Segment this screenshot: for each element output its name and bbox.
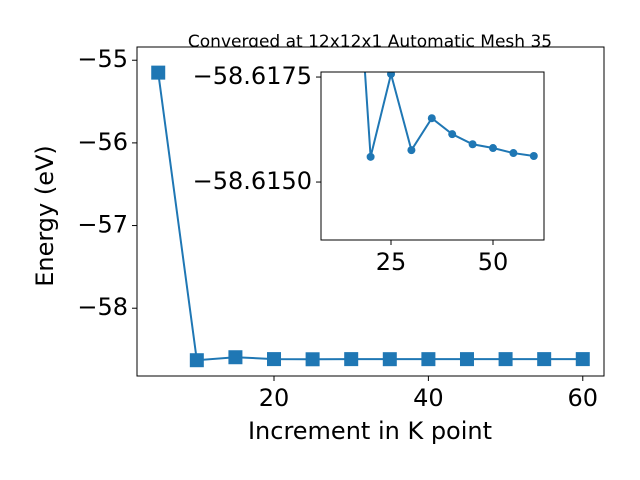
marker (529, 152, 538, 160)
marker (509, 149, 518, 158)
marker (421, 352, 436, 367)
marker (189, 353, 204, 368)
marker (382, 352, 397, 367)
plot-area (321, 72, 544, 240)
marker (267, 352, 282, 367)
marker (468, 140, 477, 149)
x-tick-label: 40 (413, 384, 444, 412)
axes-frame (136, 46, 605, 377)
marker (387, 72, 396, 79)
marker (344, 352, 359, 367)
y-tick-label: −57 (77, 211, 128, 239)
marker (228, 350, 243, 365)
marker (498, 352, 513, 367)
x-tick-label: 20 (259, 384, 290, 412)
y-tick-label: −56 (77, 128, 128, 156)
x-tick-label: 60 (567, 384, 598, 412)
y-tick-label: −55 (77, 45, 128, 73)
y-axis-label: Energy (eV) (31, 145, 59, 287)
marker (366, 152, 375, 161)
plot-group (363, 72, 538, 161)
marker (151, 65, 166, 80)
series-line (363, 72, 534, 158)
marker (407, 146, 416, 155)
x-axis-label: Increment in K point (248, 417, 492, 445)
marker (459, 352, 474, 367)
marker (305, 352, 320, 367)
marker (427, 114, 436, 123)
axes-frame (320, 71, 545, 241)
x-tick-label: 50 (478, 248, 509, 276)
x-tick-label: 25 (376, 248, 407, 276)
y-tick-label: −58.6150 (193, 167, 312, 195)
marker (537, 352, 552, 367)
y-tick-label: −58.6175 (193, 62, 312, 90)
marker (575, 352, 590, 367)
plot-group (151, 65, 590, 368)
y-tick-label: −58 (77, 293, 128, 321)
marker (448, 130, 457, 139)
marker (489, 144, 498, 153)
